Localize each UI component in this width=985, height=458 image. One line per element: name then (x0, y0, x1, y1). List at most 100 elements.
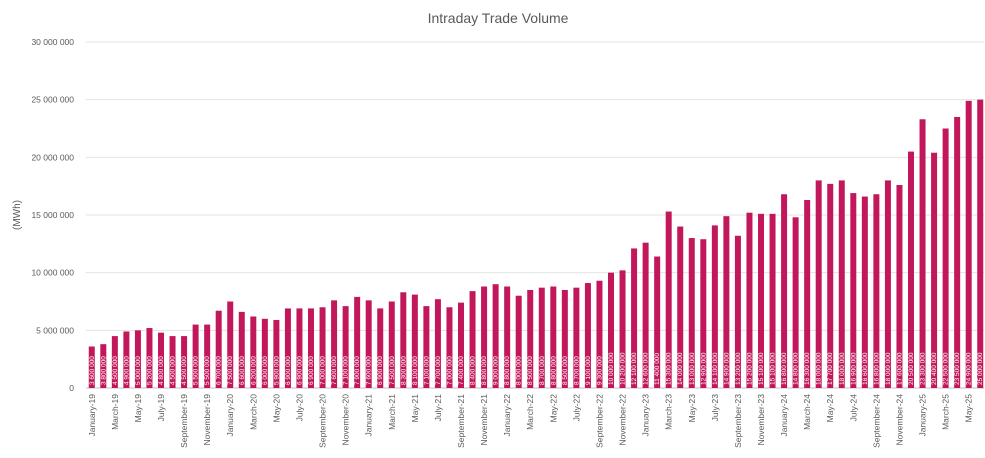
x-tick-label: March-21 (387, 394, 397, 430)
bar (434, 299, 441, 388)
data-label: 8 800 000 (550, 356, 557, 385)
x-tick-label: January-22 (502, 394, 512, 437)
data-label: 8 500 000 (527, 356, 534, 385)
data-label: 6 900 000 (377, 356, 384, 385)
data-label: 8 100 000 (412, 356, 419, 385)
y-tick-label: 15 000 000 (31, 210, 74, 220)
bar (619, 270, 626, 388)
data-label: 7 000 000 (446, 356, 453, 385)
data-label: 6 900 000 (285, 356, 292, 385)
y-axis-title: (MWh) (12, 200, 23, 230)
data-label: 16 300 000 (804, 352, 811, 385)
bar (642, 242, 649, 388)
x-tick-label: January-21 (364, 394, 374, 437)
data-label: 24 900 000 (966, 352, 973, 385)
bar (954, 116, 961, 388)
x-tick-label: May-25 (964, 394, 974, 423)
y-tick-label: 0 (69, 383, 74, 393)
bar (296, 308, 303, 388)
x-tick-label: May-20 (271, 394, 281, 423)
bar (827, 183, 834, 388)
y-tick-label: 20 000 000 (31, 152, 74, 162)
x-tick-label: January-25 (918, 394, 928, 437)
data-label: 17 600 000 (896, 352, 903, 385)
data-label: 14 000 000 (677, 352, 684, 385)
data-label: 14 100 000 (712, 352, 719, 385)
bar (388, 301, 395, 388)
x-tick-label: September-22 (594, 394, 604, 448)
data-label: 17 700 000 (827, 352, 834, 385)
bar (481, 286, 488, 388)
bar (931, 152, 938, 388)
bar (192, 324, 199, 388)
data-label: 16 900 000 (850, 352, 857, 385)
bar (746, 212, 753, 388)
x-tick-label: March-25 (941, 394, 951, 430)
bar (365, 300, 372, 388)
data-label: 11 400 000 (654, 353, 661, 385)
data-label: 6 000 000 (262, 356, 269, 385)
data-label: 5 500 000 (193, 356, 200, 385)
y-tick-label: 10 000 000 (31, 268, 74, 278)
bar (769, 213, 776, 388)
data-label: 7 500 000 (227, 356, 234, 385)
data-label: 22 500 000 (943, 352, 950, 385)
x-tick-label: September-21 (456, 394, 466, 448)
bar (781, 194, 788, 388)
data-label: 8 800 000 (504, 356, 511, 385)
x-axis-ticks: January-19 March-19 May-19 July-19 September… (87, 394, 974, 448)
x-tick-label: November-20 (341, 394, 351, 446)
bar (527, 289, 534, 388)
bar (123, 331, 130, 388)
x-tick-label: November-24 (894, 394, 904, 446)
bar (469, 291, 476, 388)
bar (608, 272, 614, 388)
x-tick-label: September-20 (318, 394, 328, 448)
bar (238, 311, 245, 388)
data-label: 18 000 000 (839, 352, 846, 385)
bar (515, 295, 522, 388)
bar (977, 99, 984, 389)
x-tick-label: November-22 (618, 394, 628, 446)
bar (734, 235, 741, 388)
data-label: 8 000 000 (516, 356, 523, 385)
bar (158, 332, 164, 388)
bar (538, 287, 545, 388)
data-label: 23 300 000 (920, 352, 927, 385)
data-label: 4 500 000 (181, 356, 188, 385)
data-label: 10 000 000 (608, 352, 615, 385)
x-tick-label: May-23 (687, 394, 697, 423)
bar (896, 185, 903, 388)
bar (758, 213, 764, 388)
x-tick-label: November-23 (756, 394, 766, 446)
x-tick-label: July-23 (710, 394, 720, 422)
data-label: 7 100 000 (343, 356, 350, 385)
bar (688, 238, 695, 388)
data-label: 13 200 000 (735, 352, 742, 385)
bar (550, 286, 557, 388)
bar (884, 180, 891, 388)
x-tick-label: March-19 (110, 394, 120, 430)
bar (942, 128, 949, 388)
y-tick-label: 25 000 000 (31, 95, 74, 105)
data-label: 23 500 000 (954, 352, 961, 385)
data-label: 16 800 000 (873, 352, 880, 385)
data-label: 3 800 000 (100, 356, 107, 385)
bar (504, 286, 511, 388)
bar (654, 256, 661, 388)
bar (908, 151, 914, 388)
data-label: 8 500 000 (562, 356, 569, 385)
data-label: 18 000 000 (816, 352, 823, 385)
data-label: 6 600 000 (239, 356, 246, 385)
bar (411, 294, 418, 388)
data-labels: 3 600 000 3 800 000 4 500 000 4 900 000 5 00… (89, 352, 984, 385)
data-label: 4 500 000 (170, 356, 177, 385)
x-tick-label: September-24 (871, 394, 881, 448)
x-tick-label: September-23 (733, 394, 743, 448)
data-label: 15 300 000 (666, 352, 673, 385)
bar (284, 308, 291, 388)
x-tick-label: May-21 (410, 394, 420, 423)
data-label: 5 200 000 (146, 356, 153, 385)
x-tick-label: November-21 (479, 394, 489, 446)
